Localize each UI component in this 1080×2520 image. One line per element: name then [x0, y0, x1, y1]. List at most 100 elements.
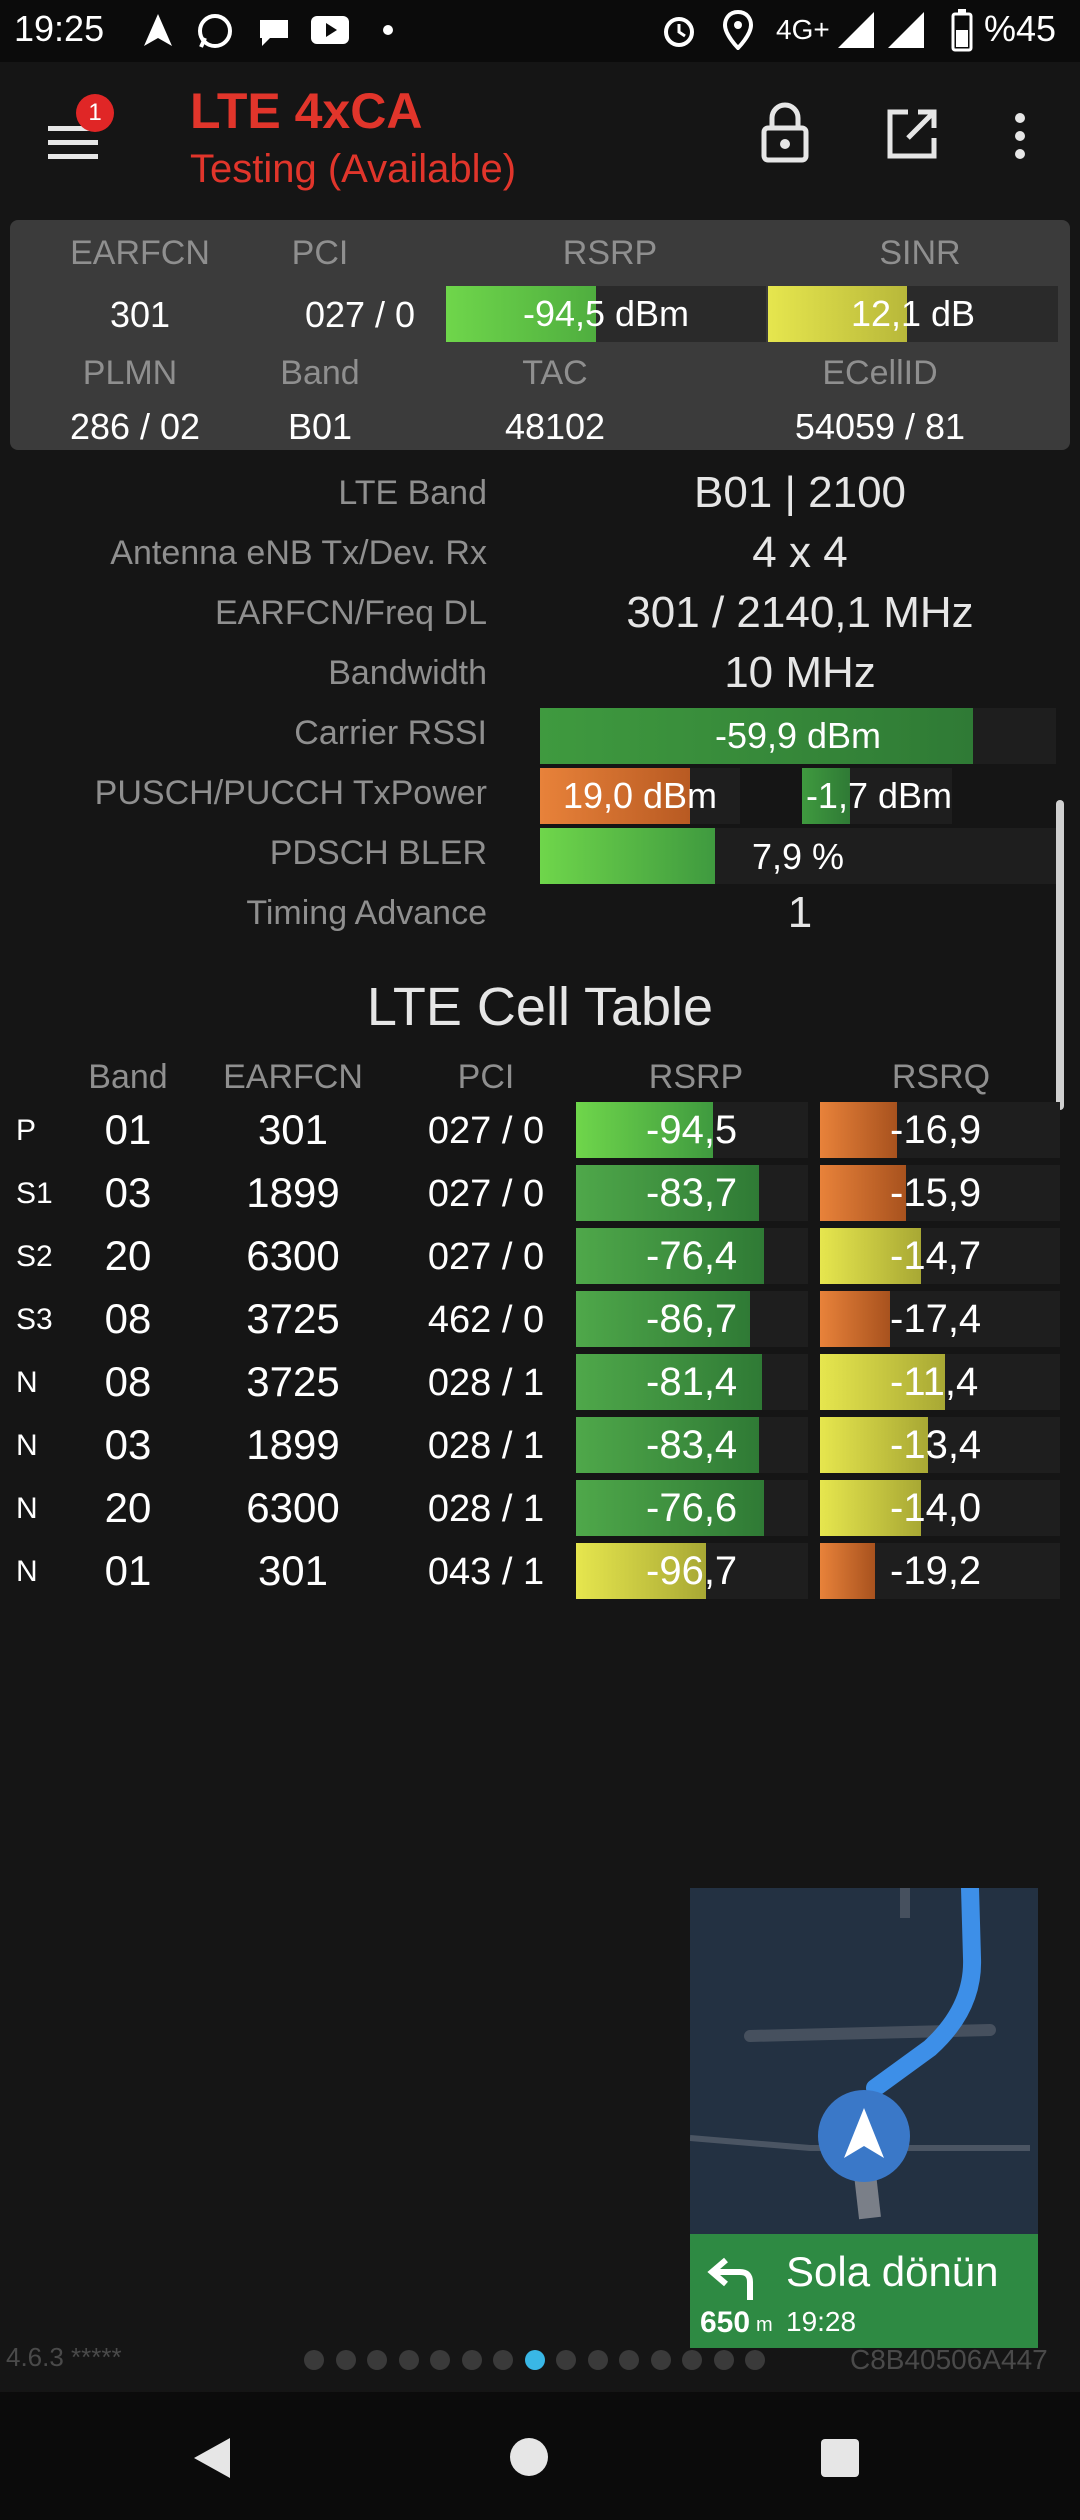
- cell-rsrp-bar-fill: [576, 1102, 713, 1158]
- scrollbar-thumb[interactable]: [1056, 800, 1064, 1110]
- page-dot[interactable]: [335, 2350, 356, 2370]
- page-dot[interactable]: [682, 2350, 702, 2370]
- carrier-rssi-label: Carrier RSSI: [294, 714, 487, 752]
- recents-icon[interactable]: [820, 2438, 860, 2478]
- pusch-bar: 19,0 dBm: [540, 768, 740, 824]
- bandwidth-label: Bandwidth: [328, 654, 487, 692]
- cell-band: 03: [104, 1169, 152, 1216]
- cell-rsrp-bar-fill: [576, 1417, 760, 1473]
- menu-button[interactable]: [46, 108, 102, 168]
- lock-icon: [761, 102, 809, 163]
- pucch-bar-fill: [802, 768, 850, 824]
- page-dot[interactable]: [493, 2350, 513, 2370]
- lock-button[interactable]: [758, 100, 812, 164]
- carrier-rssi-value: -59,9 dBm: [714, 715, 882, 756]
- cell-rsrq-value: -16,9: [890, 1107, 982, 1152]
- cell-rsrp-value: -76,4: [646, 1233, 738, 1278]
- cell-earfcn: 1899: [246, 1169, 340, 1216]
- page-dot[interactable]: [304, 2350, 324, 2370]
- tac-value: 48102: [504, 406, 606, 447]
- dot-icon: [383, 25, 393, 35]
- band-column-header: Band: [88, 1058, 168, 1096]
- txpower-label: PUSCH/PUCCH TxPower: [94, 774, 487, 812]
- cell-earfcn: 6300: [246, 1232, 340, 1279]
- cell-table-title: LTE Cell Table: [366, 977, 714, 1037]
- cell-rsrp-value: -86,7: [646, 1296, 738, 1341]
- antenna-label: Antenna eNB Tx/Dev. Rx: [110, 534, 487, 572]
- cell-earfcn: 3725: [246, 1358, 340, 1405]
- ecellid-value: 54059 / 81: [794, 406, 966, 447]
- cell-rsrq-value: -17,4: [890, 1296, 982, 1341]
- notification-badge: 1: [76, 94, 114, 132]
- open-in-new-icon: [887, 109, 937, 159]
- cell-rsrp-bar: -83,7: [576, 1165, 808, 1221]
- page-dot[interactable]: [367, 2350, 387, 2370]
- page-dot-active[interactable]: [524, 2350, 545, 2370]
- signal-icon-2: [888, 12, 924, 48]
- pucch-value: -1,7 dBm: [805, 775, 952, 816]
- overflow-menu-button[interactable]: [1006, 106, 1034, 166]
- turn-distance: 650: [700, 2306, 751, 2339]
- cell-band: 01: [104, 1547, 152, 1594]
- cell-rsrq-bar-fill: [820, 1165, 907, 1221]
- cell-rsrq-bar-fill: [820, 1354, 945, 1410]
- cell-rsrq-bar-fill: [820, 1291, 890, 1347]
- sinr-bar-fill: [768, 286, 908, 342]
- rsrp-value: -94,5 dBm: [522, 293, 690, 334]
- page-dot[interactable]: [619, 2350, 639, 2370]
- battery-icon: [951, 9, 973, 52]
- cell-rsrp-bar: -96,7: [576, 1543, 808, 1599]
- cell-rsrp-bar-fill: [576, 1291, 750, 1347]
- cell-earfcn: 1899: [246, 1421, 340, 1468]
- sinr-bar: 12,1 dB: [768, 286, 1058, 342]
- turn-left-icon: [707, 2257, 753, 2300]
- pusch-bar-fill: [540, 768, 690, 824]
- signal-icon: [838, 12, 874, 48]
- page-dot[interactable]: [587, 2350, 608, 2370]
- cell-pci: 027 / 0: [427, 1110, 545, 1152]
- page-dot[interactable]: [398, 2350, 419, 2370]
- cell-rsrp-value: -94,5: [646, 1107, 738, 1152]
- rsrp-bar-fill: [446, 286, 597, 342]
- hamburger-icon: [48, 126, 98, 159]
- cell-rsrq-bar-fill: [820, 1102, 897, 1158]
- cell-band: 08: [104, 1295, 152, 1342]
- earfcn-freq-value: 301 / 2140,1 MHz: [626, 588, 974, 637]
- pucch-bar: -1,7 dBm: [802, 768, 952, 824]
- cell-earfcn: 3725: [246, 1295, 340, 1342]
- navigation-map-overlay[interactable]: Sola dönün 650 m 19:28: [690, 1888, 1038, 2348]
- page-dot[interactable]: [461, 2350, 482, 2370]
- alarm-icon: [664, 17, 694, 47]
- home-icon[interactable]: [508, 2436, 550, 2478]
- page-dot[interactable]: [556, 2350, 576, 2370]
- cell-pci: 028 / 1: [427, 1362, 545, 1404]
- location-icon: [722, 10, 754, 50]
- cell-rsrp-value: -81,4: [646, 1359, 738, 1404]
- status-time: 19:25: [14, 8, 105, 49]
- earfcn-column-header: EARFCN: [223, 1058, 363, 1096]
- cell-type: N: [16, 1555, 38, 1588]
- earfcn-value: 301: [109, 294, 171, 335]
- turn-instruction-text: Sola dönün: [786, 2248, 999, 2295]
- page-dot[interactable]: [745, 2350, 765, 2370]
- lte-band-value: B01 | 2100: [693, 468, 907, 517]
- page-dot[interactable]: [650, 2350, 671, 2370]
- cell-rsrp-bar-fill: [576, 1354, 762, 1410]
- cell-rsrp-bar-fill: [576, 1165, 760, 1221]
- page-dot[interactable]: [430, 2350, 450, 2370]
- page-dot[interactable]: [713, 2350, 734, 2370]
- back-icon[interactable]: [190, 2436, 234, 2480]
- cell-rsrq-value: -15,9: [890, 1170, 982, 1215]
- arrival-time: 19:28: [786, 2306, 857, 2337]
- cell-rsrq-value: -13,4: [890, 1422, 982, 1467]
- open-external-button[interactable]: [884, 106, 940, 162]
- rsrp-bar: -94,5 dBm: [446, 286, 766, 342]
- turn-instruction-panel[interactable]: Sola dönün 650 m 19:28: [690, 2234, 1038, 2348]
- bler-bar: [540, 828, 1056, 884]
- rsrq-column-header: RSRQ: [891, 1058, 991, 1096]
- cell-rsrq-bar-fill: [820, 1228, 921, 1284]
- cell-rsrq-bar: -14,7: [820, 1228, 1060, 1284]
- cell-rsrq-value: -14,7: [890, 1233, 982, 1278]
- map-roads-icon: [690, 1888, 1030, 2220]
- band-header: Band: [280, 354, 360, 392]
